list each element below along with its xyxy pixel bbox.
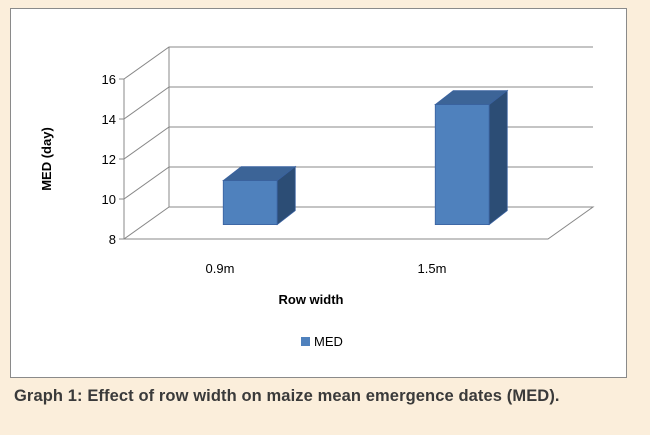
y-tick-label: 8 (109, 232, 116, 247)
bar-side (276, 165, 296, 226)
plot-floor (122, 206, 595, 240)
bars (222, 89, 509, 226)
bar-front (222, 180, 278, 226)
chart-canvas: 8 10 12 14 16 0.9m 1.5m MED (day) Row width ME… (39, 46, 595, 349)
x-tick-label: 1.5m (418, 261, 447, 276)
chart-frame: 8 10 12 14 16 0.9m 1.5m MED (day) Row width ME… (10, 8, 627, 378)
legend: MED (301, 334, 343, 349)
gridline (123, 86, 593, 120)
bar-side (488, 89, 508, 226)
gridline (123, 126, 593, 160)
x-tick-label: 0.9m (206, 261, 235, 276)
gridline (123, 46, 593, 80)
bar-front (434, 104, 490, 225)
axes (119, 47, 595, 240)
gridlines (123, 46, 593, 200)
y-tick-label: 10 (102, 192, 116, 207)
figure-caption: Graph 1: Effect of row width on maize me… (14, 387, 560, 405)
legend-label: MED (314, 334, 343, 349)
y-axis-label: MED (day) (39, 127, 54, 191)
legend-swatch (301, 337, 310, 346)
bar (222, 165, 297, 226)
y-tick-label: 16 (102, 72, 116, 87)
y-tick-label: 12 (102, 152, 116, 167)
y-tick-label: 14 (102, 112, 116, 127)
gridline (123, 166, 593, 200)
x-axis-label: Row width (279, 292, 344, 307)
bar (434, 89, 509, 226)
tick-labels: 8 10 12 14 16 0.9m 1.5m (102, 72, 447, 276)
